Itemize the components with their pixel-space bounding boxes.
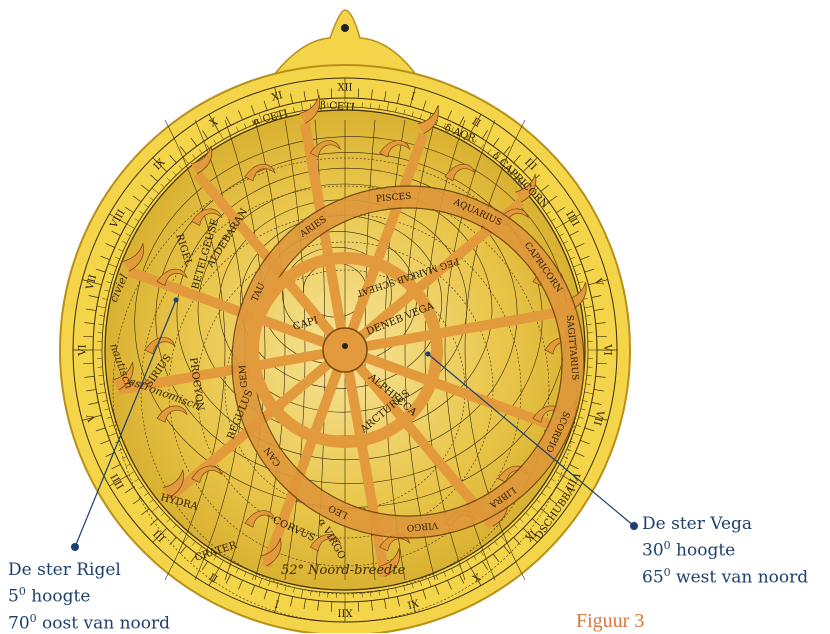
vega-leader-dot: [630, 522, 638, 530]
rigel-azimuth: 700 oost van noord: [8, 608, 170, 634]
rigel-leader-dot: [71, 543, 79, 551]
label-breedte: 52° Noord-breedte: [281, 563, 406, 578]
rigel-altitude: 50 hoogte: [8, 581, 170, 608]
figure-caption: Figuur 3: [576, 610, 644, 633]
hour-label: VI: [602, 343, 613, 355]
zodiac-sign: GEM: [238, 364, 250, 388]
center-boss: [323, 328, 367, 372]
hanger-hole: [341, 24, 349, 32]
vega-title: De ster Vega: [642, 514, 808, 535]
hour-label: VI: [78, 344, 89, 356]
rigel-title: De ster Rigel: [8, 560, 170, 581]
center-pin: [342, 343, 348, 349]
hour-label: XII: [337, 607, 352, 618]
annotation-vega: De ster Vega 300 hoogte 650 west van noo…: [642, 514, 808, 588]
vega-azimuth: 650 west van noord: [642, 562, 808, 589]
annotation-rigel: De ster Rigel 50 hoogte 700 oost van noo…: [8, 560, 170, 634]
vega-altitude: 300 hoogte: [642, 535, 808, 562]
hour-label: XII: [337, 83, 352, 94]
vega-position: [426, 352, 431, 357]
rigel-position: [174, 298, 179, 303]
